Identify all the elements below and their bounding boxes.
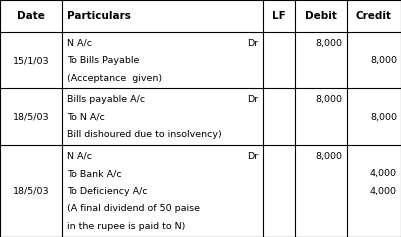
Text: To N A/c: To N A/c: [67, 113, 105, 122]
Text: Particulars: Particulars: [67, 11, 131, 21]
Text: 4,000: 4,000: [370, 169, 397, 178]
Text: (A final dividend of 50 paise: (A final dividend of 50 paise: [67, 204, 200, 213]
Text: 4,000: 4,000: [370, 187, 397, 196]
Text: Bill dishoured due to insolvency): Bill dishoured due to insolvency): [67, 130, 222, 139]
Text: To Bills Payable: To Bills Payable: [67, 56, 140, 65]
Text: Debit: Debit: [305, 11, 337, 21]
Text: 8,000: 8,000: [370, 56, 397, 65]
Text: (Acceptance  given): (Acceptance given): [67, 73, 162, 82]
Text: N A/c: N A/c: [67, 38, 92, 47]
Text: N A/c: N A/c: [67, 151, 92, 160]
Text: in the rupee is paid to N): in the rupee is paid to N): [67, 222, 186, 231]
Text: To Bank A/c: To Bank A/c: [67, 169, 122, 178]
Text: Credit: Credit: [356, 11, 392, 21]
Text: 15/1/03: 15/1/03: [13, 56, 49, 65]
Text: To Deficiency A/c: To Deficiency A/c: [67, 187, 148, 196]
Text: Dr: Dr: [247, 95, 259, 104]
Text: 8,000: 8,000: [316, 38, 343, 47]
Text: Dr: Dr: [247, 38, 259, 47]
Text: Bills payable A/c: Bills payable A/c: [67, 95, 145, 104]
Text: 8,000: 8,000: [370, 113, 397, 122]
Text: 8,000: 8,000: [316, 95, 343, 104]
Text: Date: Date: [17, 11, 45, 21]
Text: LF: LF: [272, 11, 286, 21]
Text: 18/5/03: 18/5/03: [13, 187, 49, 196]
Text: Dr: Dr: [247, 151, 259, 160]
Text: 18/5/03: 18/5/03: [13, 113, 49, 122]
Text: 8,000: 8,000: [316, 151, 343, 160]
